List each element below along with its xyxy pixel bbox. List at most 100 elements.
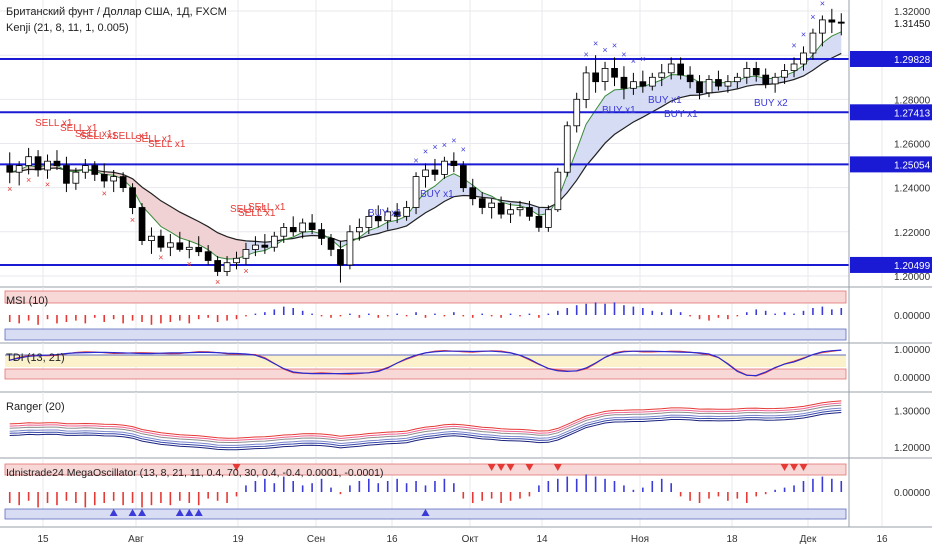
candle	[507, 209, 514, 215]
candle	[469, 187, 477, 200]
candle	[63, 165, 70, 184]
osc-buy-triangle	[194, 509, 203, 516]
candle	[592, 72, 600, 83]
level-price-tag-bg	[850, 256, 932, 273]
indicator-label: Kenji (21, 8, 11, 1, 0.005)	[6, 22, 129, 34]
sell-label: SELL x1	[75, 129, 113, 140]
price-tick-label: 1.20000	[894, 272, 931, 283]
ranger-pane[interactable]: 1.30000 1.20000	[0, 392, 932, 459]
chart-title: Британский фунт / Доллар США, 1Д, FXCM	[6, 6, 227, 18]
buy-marker: ×	[442, 140, 447, 150]
ranger-tick-label: 1.30000	[894, 407, 931, 418]
msi-upper-zone	[4, 290, 847, 304]
osc-buy-triangle	[421, 509, 430, 516]
sell-label: SELL x1	[60, 123, 98, 134]
osc-sell-triangle	[790, 464, 799, 471]
msi-tick-label: 0.00000	[894, 311, 931, 322]
candle	[497, 202, 505, 215]
tdi-tick-label: 1.00000	[894, 345, 931, 356]
oscillator-pane[interactable]: 0.00000	[0, 458, 932, 528]
candle	[393, 211, 401, 217]
buy-marker: ×	[631, 56, 636, 66]
candle	[686, 74, 694, 83]
time-tick-label: 16	[876, 534, 888, 545]
buy-marker: ×	[621, 49, 626, 59]
time-tick-label: Сен	[307, 534, 325, 545]
candle	[384, 211, 392, 222]
candle	[252, 244, 259, 250]
candle	[129, 187, 136, 208]
buy-label: BUY x1	[368, 208, 402, 219]
candle	[119, 176, 127, 189]
buy-marker: ×	[801, 30, 806, 40]
buy-marker: ×	[593, 38, 598, 48]
level-price-tag-bg	[850, 156, 932, 173]
osc-buy-triangle	[109, 509, 118, 516]
sell-marker: ×	[45, 180, 50, 190]
candle	[488, 202, 496, 208]
buy-marker: ×	[461, 144, 466, 154]
candle	[535, 215, 543, 228]
candle	[752, 68, 760, 76]
sell-marker: ×	[243, 266, 248, 276]
tdi-pane[interactable]: 1.00000 0.00000	[0, 343, 932, 393]
candle	[346, 231, 354, 266]
sell-marker: ×	[215, 277, 220, 287]
buy-marker: ×	[612, 41, 617, 51]
candle	[611, 68, 618, 78]
price-tick-label: 1.22000	[894, 228, 931, 239]
candle	[800, 52, 807, 65]
candle	[53, 160, 61, 166]
candle	[441, 160, 448, 175]
msi-pane[interactable]: 0.00000	[0, 287, 932, 344]
buy-marker: ×	[423, 147, 428, 157]
price-tick-label: 1.32000	[894, 7, 931, 18]
sell-label: SELL x1	[80, 131, 118, 142]
sell-marker: ×	[7, 184, 12, 194]
price-tick-label: 1.26000	[894, 140, 931, 151]
ranger-tick-label: 1.20000	[894, 443, 931, 454]
candle	[204, 251, 212, 261]
candle	[545, 209, 552, 228]
msi-lower-zone	[4, 328, 847, 341]
candle	[289, 226, 297, 233]
ranger-band-line	[9, 409, 842, 449]
buy-label: BUY x1	[648, 95, 682, 106]
tdi-mid-zone	[5, 355, 846, 367]
candle	[715, 79, 722, 87]
candle	[242, 249, 250, 259]
candle	[781, 70, 788, 78]
time-tick-label: Авг	[128, 534, 144, 545]
candle	[677, 63, 685, 76]
osc-tick-label: 0.00000	[894, 488, 931, 499]
sell-label: SELL x1	[248, 202, 286, 213]
candle	[828, 19, 836, 23]
candle	[318, 229, 325, 239]
candle	[837, 21, 845, 24]
candle	[601, 68, 609, 83]
candle	[790, 63, 798, 71]
price-tick-label: 1.24000	[894, 184, 931, 195]
candle	[450, 160, 458, 166]
tdi-main-line	[9, 349, 842, 377]
sell-label: SELL x1	[148, 139, 186, 150]
candle	[696, 81, 703, 94]
kenji-cloud-bearish	[9, 165, 247, 259]
sell-marker: ×	[130, 215, 135, 225]
candle	[478, 198, 486, 208]
candle	[365, 215, 373, 228]
candle	[280, 226, 288, 237]
candle	[299, 222, 307, 233]
sell-label: SELL x1	[112, 131, 150, 142]
oscillator-label: Idnistrade24 MegaOscillator (13, 8, 21, …	[6, 467, 383, 479]
level-price-tag: 1.27413	[894, 108, 931, 119]
buy-label: BUY x1	[664, 109, 698, 120]
candle	[809, 32, 817, 54]
time-tick-label: 15	[37, 534, 49, 545]
kenji-slow-line	[9, 52, 842, 243]
level-price-tag: 1.29828	[894, 55, 931, 66]
candle	[327, 237, 335, 250]
time-tick-label: Окт	[462, 534, 479, 545]
